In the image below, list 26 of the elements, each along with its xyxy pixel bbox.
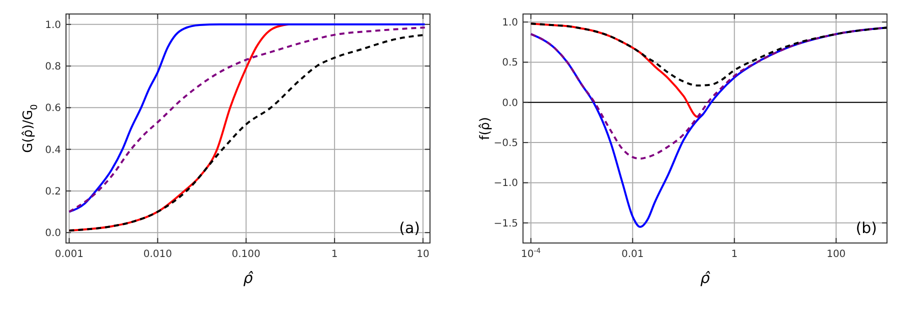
x-tick-label: 100	[826, 249, 846, 260]
x-tick-label: 0.01	[621, 249, 644, 260]
x-axis-title: ρ̂	[243, 269, 254, 287]
y-tick-label: 0.2	[45, 186, 61, 198]
x-tick-label: 1	[731, 249, 738, 260]
x-tick-label: 10$^{-4}$	[521, 247, 542, 260]
y-tick-label: 0.0	[502, 98, 518, 109]
y-tick-label: −1.5	[494, 218, 518, 230]
annotation: (b)	[856, 219, 877, 237]
x-tick-label: 0.001	[54, 249, 84, 260]
y-axis-title: f(ρ̂)	[478, 117, 493, 140]
y-tick-label: −0.5	[494, 138, 518, 150]
y-tick-label: 0.8	[45, 62, 61, 73]
y-tick-label: 1.0	[45, 20, 61, 31]
x-axis-title: ρ̂	[700, 269, 711, 287]
y-tick-label: 0.4	[45, 144, 61, 156]
annotation: (a)	[399, 219, 420, 237]
x-tick-label: 0.010	[143, 249, 172, 260]
x-tick-label: 10	[416, 249, 430, 260]
y-tick-label: −1.0	[494, 178, 518, 190]
x-tick-label: 1	[331, 249, 338, 260]
y-tick-label: 1.0	[502, 18, 518, 29]
y-tick-label: 0.6	[45, 103, 61, 114]
y-tick-label: 0.0	[45, 228, 61, 240]
y-tick-label: 0.5	[502, 58, 518, 69]
x-tick-label: 0.100	[232, 249, 260, 260]
